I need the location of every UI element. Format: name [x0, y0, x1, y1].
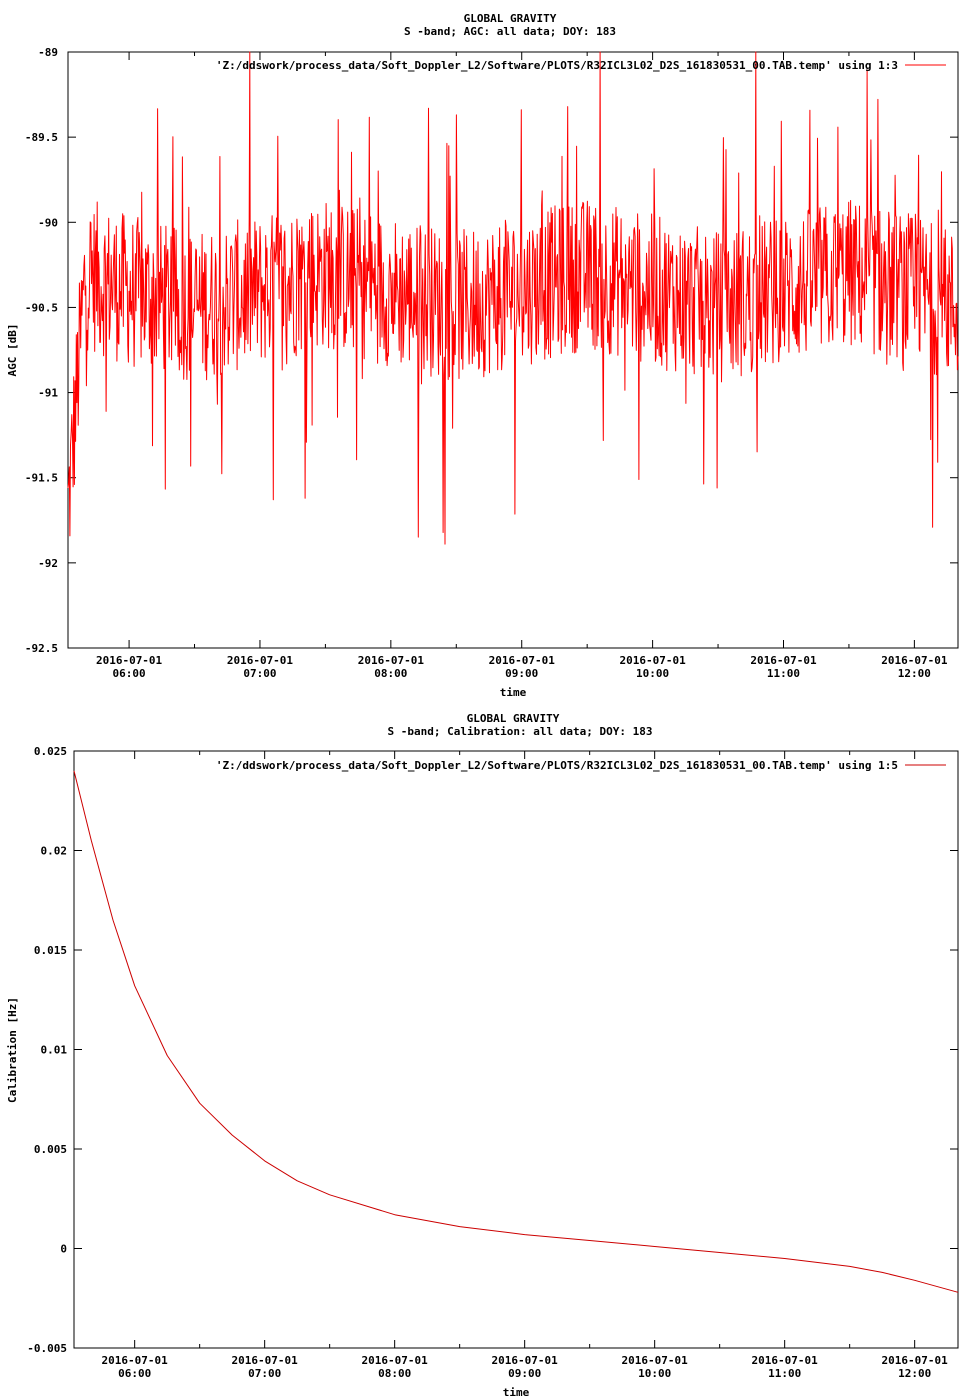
x-tick-label-date: 2016-07-01: [881, 654, 948, 667]
series-calibration: [73, 770, 959, 1293]
x-tick-label-date: 2016-07-01: [102, 1354, 169, 1367]
y-tick-label: -92.5: [25, 642, 58, 655]
y-tick-label: 0.02: [41, 845, 68, 858]
x-tick-label-time: 10:00: [636, 667, 669, 680]
x-tick-label-date: 2016-07-01: [232, 1354, 299, 1367]
legend-label: 'Z:/ddswork/process_data/Soft_Doppler_L2…: [216, 759, 898, 772]
plot-frame: [67, 51, 959, 649]
y-tick-label: -90: [38, 216, 58, 229]
x-tick-label-time: 10:00: [638, 1367, 671, 1380]
x-axis-label: time: [500, 686, 527, 699]
agc-chart: GLOBAL GRAVITY S -band; AGC: all data; D…: [6, 12, 959, 699]
y-axis-label: AGC [dB]: [6, 324, 19, 377]
y-tick-label: 0.015: [34, 944, 67, 957]
y-tick-label: -91.5: [25, 472, 58, 485]
x-tick-label-date: 2016-07-01: [882, 1354, 949, 1367]
series-line: [73, 770, 959, 1293]
x-tick-label-time: 07:00: [248, 1367, 281, 1380]
y-axis-label: Calibration [Hz]: [6, 997, 19, 1103]
x-tick-label-date: 2016-07-01: [750, 654, 817, 667]
y-tick-label: -92: [38, 557, 58, 570]
y-tick-label: 0: [60, 1243, 67, 1256]
x-tick-label-date: 2016-07-01: [752, 1354, 819, 1367]
x-tick-label-time: 06:00: [118, 1367, 151, 1380]
y-tick-label: 0.025: [34, 745, 67, 758]
x-tick-label-time: 06:00: [113, 667, 146, 680]
x-tick-label-time: 12:00: [898, 667, 931, 680]
legend-label: 'Z:/ddswork/process_data/Soft_Doppler_L2…: [216, 59, 898, 72]
x-tick-label-time: 07:00: [243, 667, 276, 680]
y-axis: -0.005 0 0.005 0.01 0.015 0.02 0.025: [27, 745, 958, 1355]
x-tick-label-time: 12:00: [898, 1367, 931, 1380]
chart-title: GLOBAL GRAVITY: [464, 12, 557, 25]
y-tick-label: 0.01: [41, 1044, 68, 1057]
y-tick-label: -90.5: [25, 301, 58, 314]
x-tick-label-time: 11:00: [768, 1367, 801, 1380]
x-tick-label-date: 2016-07-01: [489, 654, 556, 667]
x-axis: 2016-07-0106:002016-07-0107:002016-07-01…: [96, 52, 948, 680]
x-tick-label-date: 2016-07-01: [362, 1354, 429, 1367]
y-tick-label: -89.5: [25, 131, 58, 144]
y-tick-label: 0.005: [34, 1143, 67, 1156]
x-tick-label-date: 2016-07-01: [619, 654, 686, 667]
x-tick-label-time: 11:00: [767, 667, 800, 680]
x-tick-label-time: 09:00: [508, 1367, 541, 1380]
x-tick-label-time: 08:00: [374, 667, 407, 680]
series-line: [67, 51, 959, 545]
x-tick-label-date: 2016-07-01: [358, 654, 425, 667]
chart-title: GLOBAL GRAVITY: [467, 712, 560, 725]
chart-subtitle: S -band; AGC: all data; DOY: 183: [404, 25, 616, 38]
series-agc: [67, 51, 959, 545]
x-axis-label: time: [503, 1386, 530, 1399]
y-tick-label: -91: [38, 387, 58, 400]
x-tick-label-time: 08:00: [378, 1367, 411, 1380]
x-tick-label-time: 09:00: [505, 667, 538, 680]
chart-subtitle: S -band; Calibration: all data; DOY: 183: [388, 725, 653, 738]
x-tick-label-date: 2016-07-01: [622, 1354, 689, 1367]
calibration-chart: GLOBAL GRAVITY S -band; Calibration: all…: [6, 712, 959, 1399]
x-tick-label-date: 2016-07-01: [96, 654, 163, 667]
y-tick-label: -89: [38, 46, 58, 59]
x-tick-label-date: 2016-07-01: [492, 1354, 559, 1367]
y-tick-label: -0.005: [27, 1342, 67, 1355]
x-tick-label-date: 2016-07-01: [227, 654, 294, 667]
plot-frame: [73, 750, 959, 1349]
x-axis: 2016-07-0106:002016-07-0107:002016-07-01…: [102, 751, 949, 1380]
